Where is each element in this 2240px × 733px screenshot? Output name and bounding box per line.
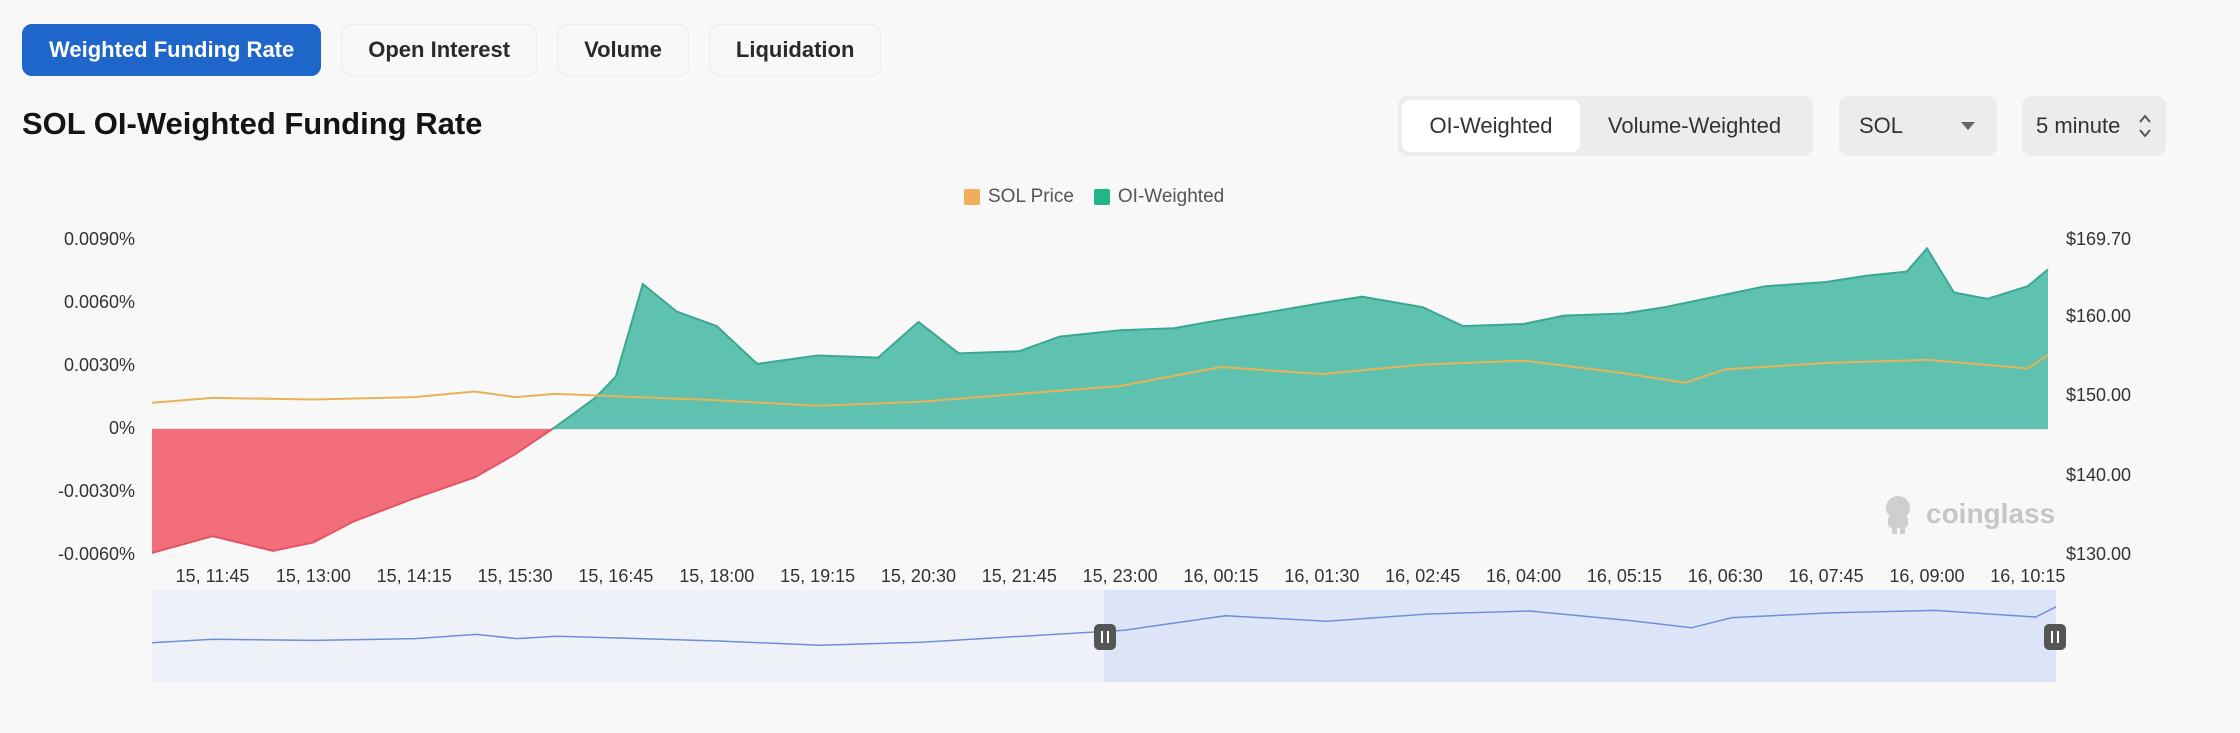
tab-bar: Weighted Funding Rate Open Interest Volu… [22,24,882,76]
x-axis-tick-label: 15, 13:00 [275,566,351,586]
left-axis-tick-label: -0.0030% [57,481,135,501]
x-axis-tick-label: 16, 00:15 [1183,566,1259,586]
legend-swatch-price [964,189,980,205]
left-axis-tick-label: 0% [108,418,135,438]
x-axis-tick-label: 16, 01:30 [1284,566,1360,586]
right-axis-tick-label: $160.00 [2066,305,2132,326]
negative-area [152,429,553,553]
x-axis-tick-label: 15, 19:15 [780,566,856,586]
coinglass-watermark: coinglass [1880,494,2055,534]
legend-label: OI-Weighted [1117,186,1225,207]
watermark-text: coinglass [1926,498,2056,529]
legend-item-oi-weighted[interactable]: OI-Weighted [1093,186,1225,208]
x-axis-tick-label: 15, 14:15 [376,566,452,586]
up-down-arrows-icon [2139,114,2151,138]
x-axis-tick-label: 15, 11:45 [175,566,250,586]
x-axis-tick-label: 15, 20:30 [880,566,956,586]
left-axis-tick-label: 0.0060% [63,292,135,312]
tab-open-interest[interactable]: Open Interest [341,24,538,76]
volume-weighted-option[interactable]: Volume-Weighted [1607,113,1782,138]
legend-item-sol-price[interactable]: SOL Price [964,186,1074,208]
left-axis-tick-label: 0.0030% [63,355,135,375]
right-axis-tick-label: $169.70 [2066,229,2132,249]
x-axis-tick-label: 16, 07:45 [1788,566,1864,586]
oi-weighted-option[interactable]: OI-Weighted [1402,100,1580,152]
tab-volume[interactable]: Volume [557,24,689,76]
sol-price-line [151,354,2049,407]
chart-legend: SOL Price OI-Weighted [964,186,1224,208]
x-axis-tick-label: 16, 04:00 [1486,566,1562,586]
legend-swatch-oi [1093,189,1110,205]
page-title: SOL OI-Weighted Funding Rate [22,106,483,141]
positive-area [552,248,2048,429]
oi-weighted-negative-line [151,428,553,554]
weighting-toggle: OI-Weighted Volume-Weighted [1398,96,1813,156]
x-axis-tick-label: 16, 05:15 [1586,566,1662,586]
navigator-right-handle[interactable] [2044,624,2066,650]
tab-liquidation[interactable]: Liquidation [708,24,882,76]
left-axis-tick-label: -0.0060% [57,544,135,564]
x-axis-tick-label: 15, 16:45 [578,566,654,586]
oi-weighted-line [551,246,2049,430]
legend-label: SOL Price [988,186,1074,207]
interval-select-value: 5 minute [2036,113,2121,138]
x-axis-tick-label: 16, 06:30 [1687,566,1763,586]
x-axis-tick-label: 16, 09:00 [1889,566,1965,586]
right-axis-tick-label: $150.00 [2066,385,2132,406]
right-axis-tick-label: $130.00 [2066,544,2132,564]
x-axis-tick-label: 16, 10:15 [1990,566,2066,586]
x-axis-tick-label: 15, 18:00 [679,566,755,586]
navigator-selection [1104,590,2056,682]
x-axis-tick-label: 16, 02:45 [1385,566,1461,586]
tab-weighted-funding-rate[interactable]: Weighted Funding Rate [22,24,322,76]
x-axis-tick-label: 15, 21:45 [981,566,1057,586]
coin-select-value: SOL [1859,113,1904,138]
coinglass-logo-icon [1886,496,1910,534]
x-axis-tick-label: 15, 15:30 [477,566,553,586]
right-axis-tick-label: $140.00 [2066,464,2132,485]
interval-select[interactable]: 5 minute [2022,96,2166,156]
chevron-down-icon [1961,122,1975,130]
navigator-left-handle[interactable] [1094,624,1116,650]
navigator-line [151,606,2057,646]
coin-select[interactable]: SOL [1839,96,1997,156]
x-axis-tick-label: 15, 23:00 [1082,566,1158,586]
left-axis-tick-label: 0.0090% [63,229,135,249]
